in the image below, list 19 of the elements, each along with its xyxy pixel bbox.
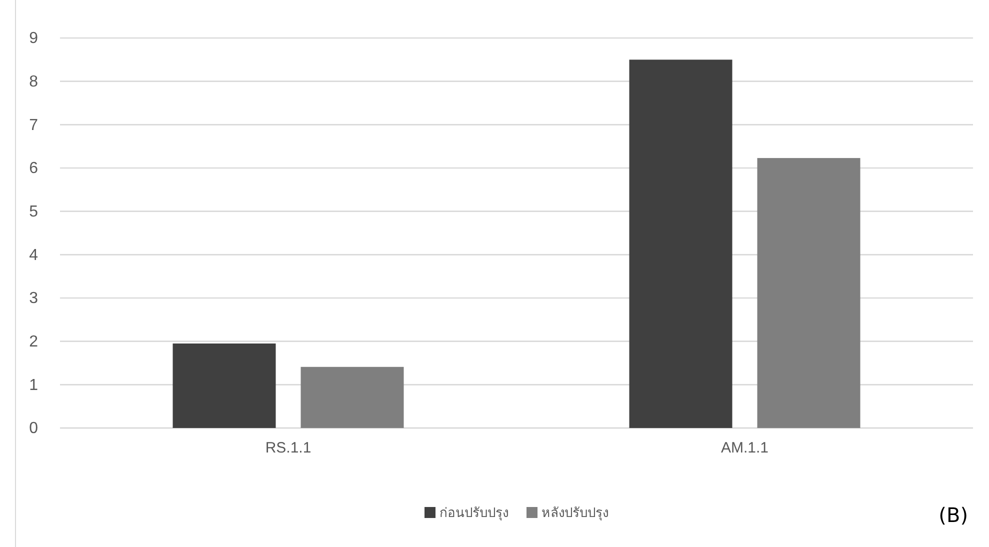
legend-label: หลังปรับปรุง <box>542 506 608 521</box>
y-tick-label: 7 <box>29 116 38 134</box>
y-tick-label: 6 <box>29 160 38 178</box>
y-tick-label: 9 <box>29 30 38 48</box>
bar <box>172 344 276 428</box>
y-tick-label: 5 <box>29 203 38 220</box>
y-tick-label: 3 <box>29 290 38 308</box>
bar <box>629 60 732 428</box>
bar <box>757 158 860 428</box>
x-tick-label: RS.1.1 <box>265 440 312 457</box>
y-tick-label: 1 <box>29 376 38 394</box>
bar <box>300 366 404 428</box>
y-tick-label: 2 <box>29 333 38 350</box>
x-tick-label: AM.1.1 <box>720 440 769 457</box>
text: (B) <box>938 503 968 527</box>
y-tick-label: 4 <box>29 246 38 264</box>
y-tick-label: 0 <box>29 420 38 438</box>
legend-label: ก่อนปรับปรุง <box>440 506 508 521</box>
y-tick-label: 8 <box>29 73 38 90</box>
